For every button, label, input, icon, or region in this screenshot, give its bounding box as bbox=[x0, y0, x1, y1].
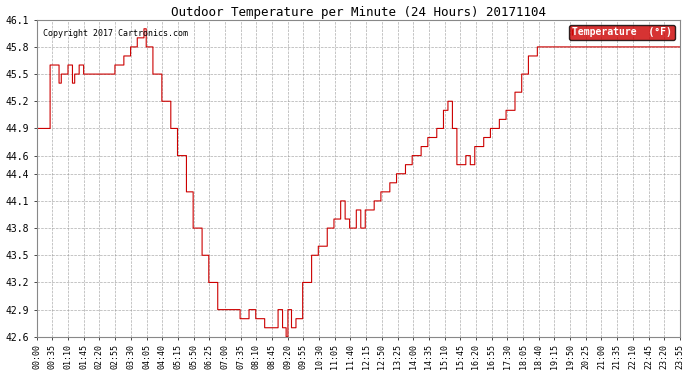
Legend: Temperature  (°F): Temperature (°F) bbox=[569, 25, 675, 40]
Title: Outdoor Temperature per Minute (24 Hours) 20171104: Outdoor Temperature per Minute (24 Hours… bbox=[171, 6, 546, 18]
Text: Copyright 2017 Cartronics.com: Copyright 2017 Cartronics.com bbox=[43, 29, 188, 38]
